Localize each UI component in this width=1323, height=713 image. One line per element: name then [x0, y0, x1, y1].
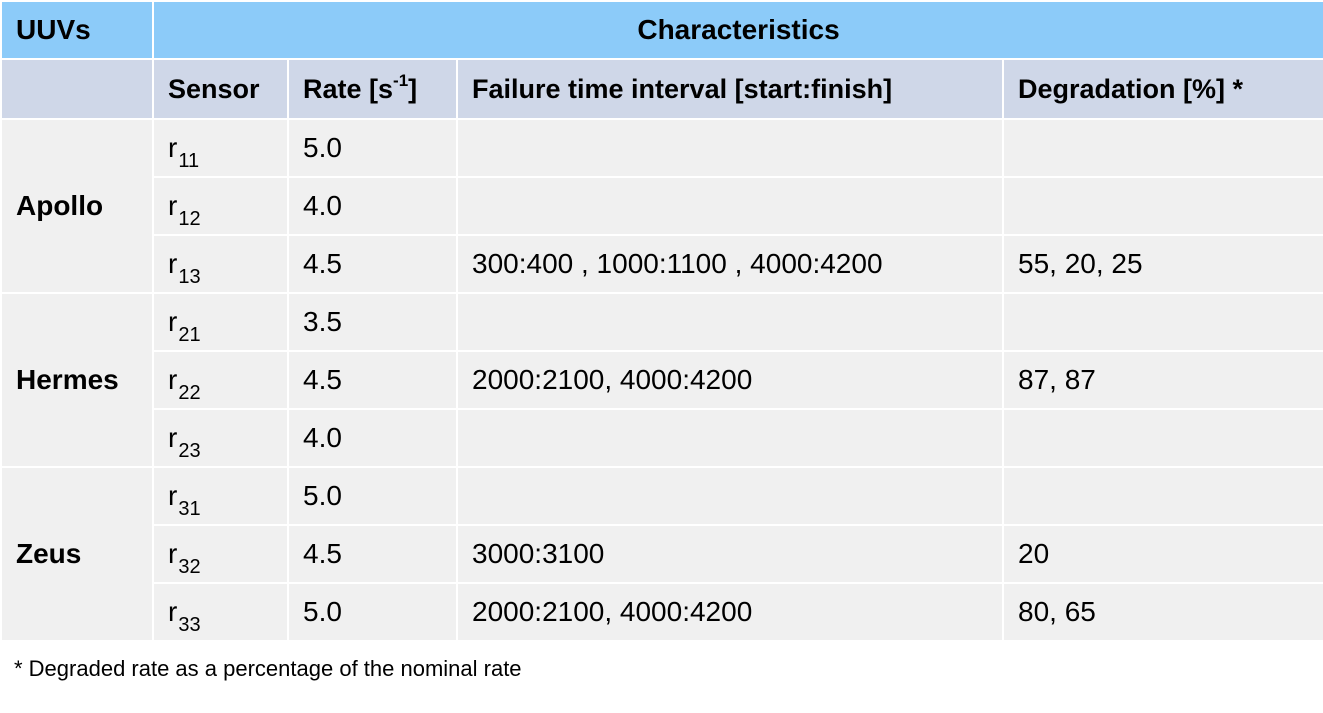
- failure-cell: [456, 466, 1004, 526]
- sensor-sub: 33: [178, 614, 201, 636]
- failure-cell: [456, 176, 1004, 236]
- degradation-header: Degradation [%] *: [1001, 58, 1323, 120]
- footnote: * Degraded rate as a percentage of the n…: [14, 656, 522, 681]
- sensor-cell: r22: [152, 350, 289, 410]
- header-row: UUVs Characteristics: [0, 0, 1323, 60]
- degradation-cell: 55, 20, 25: [1001, 234, 1323, 294]
- sensor-cell: r21: [152, 292, 289, 352]
- degradation-cell: 87, 87: [1001, 350, 1323, 410]
- data-row: r13 4.5 300:400 , 1000:1100 , 4000:4200 55,…: [1, 234, 1323, 294]
- uuv-name: Hermes: [0, 292, 154, 468]
- degradation-cell: [1001, 292, 1323, 352]
- sensor-cell: r31: [152, 466, 289, 526]
- characteristics-header: Characteristics: [151, 0, 1323, 60]
- degradation-cell: [1001, 176, 1323, 236]
- failure-cell: 3000:3100: [456, 524, 1004, 584]
- sensor-base: r: [168, 190, 178, 221]
- rate-close: ]: [408, 73, 418, 104]
- sensor-sub: 13: [178, 266, 201, 288]
- sensor-sub: 32: [178, 556, 201, 578]
- subheader-row: Sensor Rate [s-1] Failure time interval …: [0, 58, 1323, 120]
- rate-cell: 5.0: [287, 466, 458, 526]
- sensor-base: r: [168, 422, 178, 453]
- sensor-cell: r12: [152, 176, 289, 236]
- failure-cell: 2000:2100, 4000:4200: [456, 582, 1004, 642]
- failure-cell: 2000:2100, 4000:4200: [456, 350, 1004, 410]
- rate-header: Rate [s-1]: [287, 58, 458, 120]
- data-row: r33 5.0 2000:2100, 4000:4200 80, 65: [1, 582, 1323, 642]
- rate-cell: 5.0: [287, 582, 458, 642]
- failure-cell: 300:400 , 1000:1100 , 4000:4200: [456, 234, 1004, 294]
- data-row: r23 4.0: [1, 408, 1323, 468]
- sensor-cell: r33: [152, 582, 289, 642]
- rate-cell: 4.5: [287, 524, 458, 584]
- data-row: r22 4.5 2000:2100, 4000:4200 87, 87: [1, 350, 1323, 410]
- sensor-base: r: [168, 248, 178, 279]
- data-row: Hermes r21 3.5: [0, 292, 1323, 468]
- sensor-base: r: [168, 306, 178, 337]
- sensor-cell: r32: [152, 524, 289, 584]
- degradation-cell: [1001, 408, 1323, 468]
- sensor-header: Sensor: [152, 58, 289, 120]
- data-row: r32 4.5 3000:3100 20: [1, 524, 1323, 584]
- sensor-sub: 22: [178, 382, 201, 404]
- uuv-table: UUVs Characteristics Sensor Rate [s-1] F…: [0, 0, 1323, 642]
- table-body: UUVs Characteristics Sensor Rate [s-1] F…: [0, 0, 1323, 642]
- uuv-name: Apollo: [0, 118, 154, 294]
- failure-cell: [456, 408, 1004, 468]
- sensor-sub: 21: [178, 324, 201, 346]
- blank-header: [0, 58, 154, 120]
- rate-sup: -1: [393, 70, 409, 90]
- rate-text: Rate [s: [303, 73, 394, 104]
- rate-cell: 4.0: [287, 408, 458, 468]
- uuv-name: Zeus: [0, 466, 154, 642]
- sensor-base: r: [168, 364, 178, 395]
- sensor-base: r: [168, 596, 178, 627]
- degradation-cell: [1001, 466, 1323, 526]
- failure-header: Failure time interval [start:finish]: [456, 58, 1004, 120]
- degradation-cell: [1001, 118, 1323, 178]
- sensor-cell: r11: [152, 118, 289, 178]
- degradation-cell: 20: [1001, 524, 1323, 584]
- sensor-base: r: [168, 538, 178, 569]
- sensor-base: r: [168, 480, 178, 511]
- rate-cell: 3.5: [287, 292, 458, 352]
- rate-cell: 4.0: [287, 176, 458, 236]
- failure-cell: [456, 118, 1004, 178]
- rate-cell: 4.5: [287, 350, 458, 410]
- sensor-cell: r13: [152, 234, 289, 294]
- data-row: Apollo r11 5.0: [0, 118, 1323, 294]
- failure-cell: [456, 292, 1004, 352]
- sensor-cell: r23: [152, 408, 289, 468]
- data-row: Zeus r31 5.0: [0, 466, 1323, 642]
- sensor-sub: 23: [178, 440, 201, 462]
- sensor-base: r: [168, 132, 178, 163]
- uuvs-header: UUVs: [0, 0, 154, 60]
- degradation-cell: 80, 65: [1001, 582, 1323, 642]
- sensor-sub: 12: [178, 208, 201, 230]
- data-row: r12 4.0: [1, 176, 1323, 236]
- rate-cell: 5.0: [287, 118, 458, 178]
- sensor-sub: 31: [178, 498, 201, 520]
- rate-cell: 4.5: [287, 234, 458, 294]
- sensor-sub: 11: [178, 150, 200, 172]
